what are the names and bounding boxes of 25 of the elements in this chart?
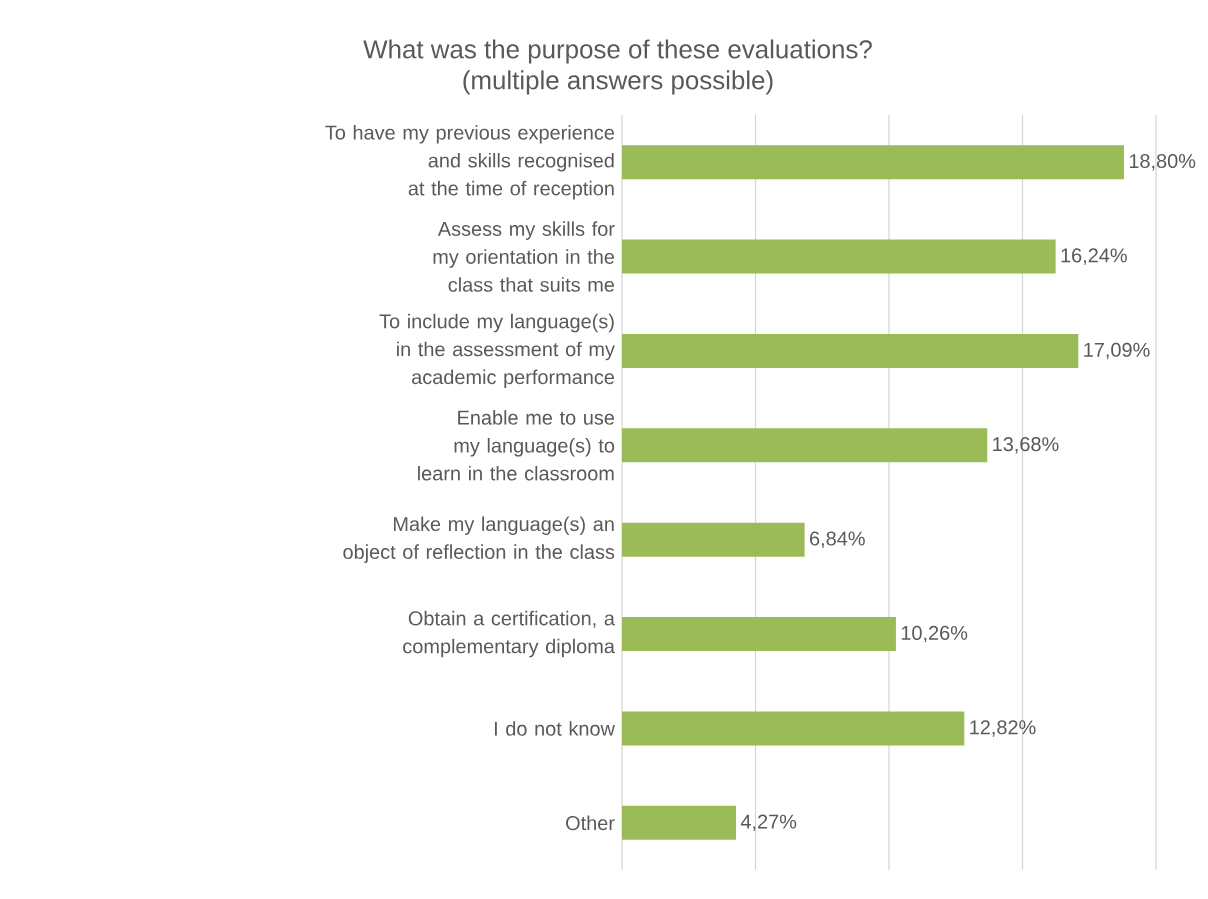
bar [622, 239, 1056, 274]
data-label: 13,68% [993, 437, 1059, 454]
y-tick-label: Other [566, 815, 615, 831]
bar [622, 333, 1079, 368]
data-label: 16,24% [1061, 248, 1127, 265]
data-label: 10,26% [901, 625, 968, 643]
data-label: 6,84% [810, 531, 865, 548]
data-label: 4,27% [740, 814, 797, 832]
bar [622, 522, 805, 557]
bar [622, 428, 988, 463]
y-tick-label: Make my language(s) an object of reflection in the class [343, 516, 615, 563]
y-tick-label: Enable me to use my language(s) to learn in the classroom [418, 410, 615, 481]
bar [622, 145, 1124, 180]
data-label: 12,82% [970, 720, 1036, 737]
y-tick-label: Obtain a certification, a complementary diploma [403, 610, 615, 658]
bar [622, 711, 965, 746]
bar [622, 805, 737, 840]
y-tick-label: To include my language(s) in the assessment of my academic performance [379, 313, 615, 389]
bar [622, 617, 896, 652]
data-label: 17,09% [1084, 342, 1150, 360]
y-tick-label: Assess my skills for my orientation in the class that suits me [433, 221, 615, 292]
y-tick-label: I do not know [494, 721, 615, 736]
chart-title: What was the purpose of these evaluations? (multiple answers possible) [363, 39, 872, 95]
y-tick-label: To have my previous experience and skills recognised at the time of reception [325, 125, 615, 200]
data-label: 18,80% [1129, 153, 1196, 171]
